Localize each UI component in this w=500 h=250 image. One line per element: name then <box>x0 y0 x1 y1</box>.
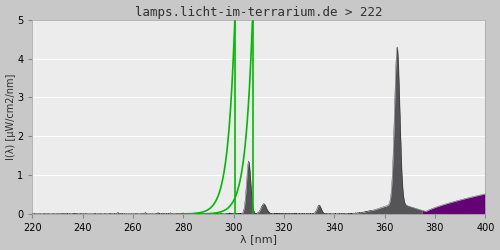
Y-axis label: I(λ) [µW/cm2/nm]: I(λ) [µW/cm2/nm] <box>6 74 16 160</box>
Title: lamps.licht-im-terrarium.de > 222: lamps.licht-im-terrarium.de > 222 <box>135 6 382 18</box>
X-axis label: λ [nm]: λ [nm] <box>240 234 277 244</box>
